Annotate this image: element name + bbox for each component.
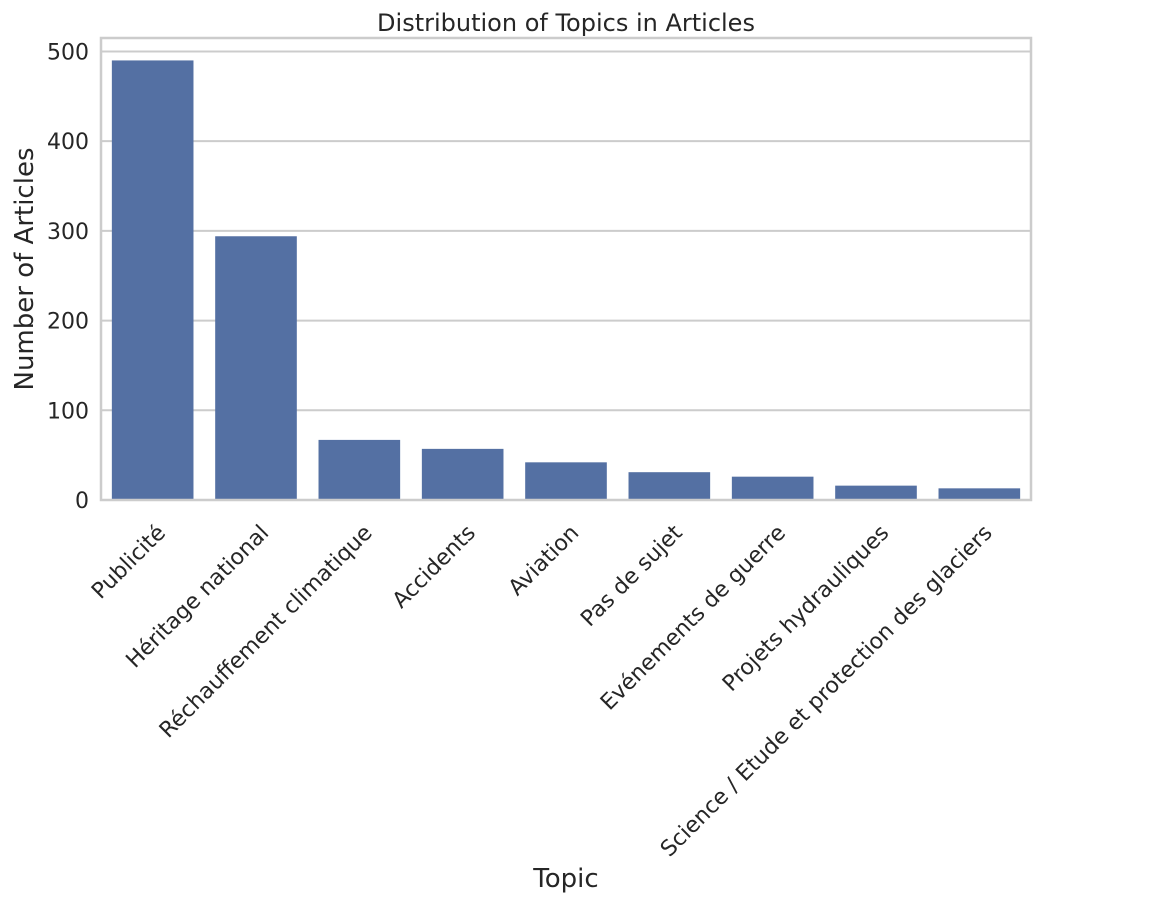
bar <box>938 488 1021 500</box>
bar <box>215 236 297 500</box>
x-axis-label: Topic <box>532 864 598 894</box>
x-tick-label: Evénements de guerre <box>596 521 791 716</box>
y-tick-labels: 0 100 200 300 400 500 <box>47 40 89 514</box>
x-tick-label: Projets hydrauliques <box>718 521 894 697</box>
x-tick-label: Aviation <box>504 521 584 601</box>
bars <box>111 60 1021 500</box>
bar <box>111 60 194 500</box>
bar <box>421 448 504 500</box>
y-tick-label: 300 <box>47 220 89 245</box>
bar <box>835 485 917 500</box>
y-tick-label: 100 <box>47 399 89 424</box>
plot-frame <box>99 36 1033 502</box>
bar <box>318 439 401 500</box>
x-tick-label: Publicité <box>87 521 171 605</box>
y-tick-label: 200 <box>47 310 89 335</box>
y-axis-label: Number of Articles <box>10 148 40 391</box>
x-tick-label: Pas de sujet <box>576 520 688 632</box>
x-tick-label: Réchauffement climatique <box>155 521 378 744</box>
chart-title: Distribution of Topics in Articles <box>377 9 755 37</box>
y-tick-label: 400 <box>47 130 89 155</box>
x-tick-label: Accidents <box>388 521 481 614</box>
bar <box>628 472 711 500</box>
bar <box>731 476 814 500</box>
y-tick-label: 500 <box>47 40 89 65</box>
y-tick-label: 0 <box>75 489 89 514</box>
bar <box>525 462 607 500</box>
